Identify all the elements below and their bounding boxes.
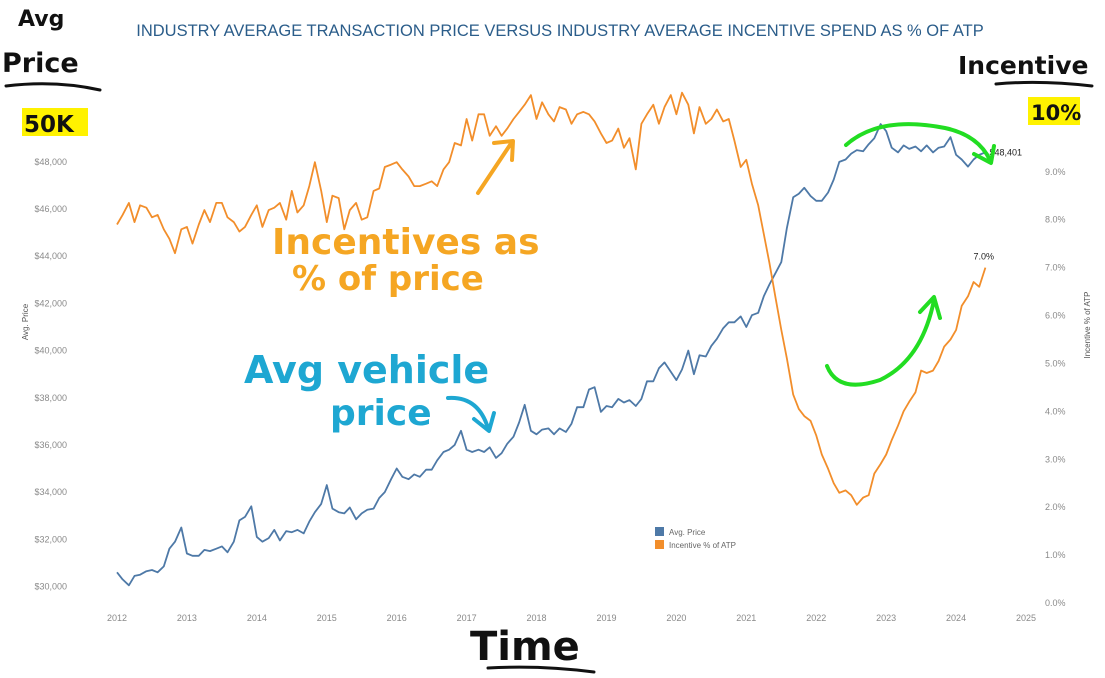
annotation-incentive: Incentive <box>958 51 1094 88</box>
annotation-vehicle-line2: price <box>330 393 432 434</box>
annotation-incentives-arrow <box>476 139 515 195</box>
x-tick-label: 2015 <box>317 613 337 623</box>
legend-swatch-price <box>655 527 664 536</box>
legend-swatch-incentive <box>655 540 664 549</box>
legend: Avg. Price Incentive % of ATP <box>655 527 736 550</box>
x-tick-label: 2017 <box>457 613 477 623</box>
left-tick-label: $42,000 <box>34 298 67 308</box>
annotation-green-arrows <box>825 122 996 387</box>
right-tick-label: 2.0% <box>1045 502 1066 512</box>
annotation-incentives-line1: Incentives as <box>272 222 540 263</box>
left-axis-ticks: $30,000 $32,000 $34,000 $36,000 $38,000 $40,0… <box>34 157 67 592</box>
annotation-right-value-text: 10% <box>1031 101 1081 125</box>
avg-price-line <box>116 123 986 587</box>
legend-label-incentive: Incentive % of ATP <box>669 541 736 550</box>
left-tick-label: $44,000 <box>34 251 67 261</box>
x-tick-label: 2014 <box>247 613 267 623</box>
annotation-right-value: 10% <box>1028 97 1081 125</box>
left-tick-label: $38,000 <box>34 393 67 403</box>
annotation-left-value: 50K <box>22 108 88 138</box>
x-tick-label: 2023 <box>876 613 896 623</box>
legend-label-price: Avg. Price <box>669 528 706 537</box>
right-tick-label: 7.0% <box>1045 263 1066 273</box>
series-layer <box>116 91 987 587</box>
x-tick-label: 2022 <box>806 613 826 623</box>
chart-title: INDUSTRY AVERAGE TRANSACTION PRICE VERSU… <box>136 22 984 40</box>
annotation-avg-text: Avg <box>18 7 64 32</box>
annotation-vehicle-arrow <box>446 395 496 433</box>
left-axis-label: Avg. Price <box>21 303 30 340</box>
end-labels: $48,401 7.0% <box>973 147 1022 261</box>
annotation-price-underline <box>4 82 102 92</box>
right-tick-label: 6.0% <box>1045 311 1066 321</box>
left-tick-label: $36,000 <box>34 440 67 450</box>
incentive-end-label: 7.0% <box>973 252 994 262</box>
incentive-line <box>116 91 987 506</box>
right-tick-label: 5.0% <box>1045 358 1066 368</box>
annotation-time: Time <box>470 624 596 674</box>
x-tick-label: 2016 <box>387 613 407 623</box>
x-tick-label: 2021 <box>736 613 756 623</box>
left-tick-label: $32,000 <box>34 534 67 544</box>
annotation-left-value-text: 50K <box>24 112 75 138</box>
left-tick-label: $46,000 <box>34 204 67 214</box>
right-tick-label: 3.0% <box>1045 454 1066 464</box>
price-end-label: $48,401 <box>989 147 1022 157</box>
left-tick-label: $30,000 <box>34 581 67 591</box>
highlight-right-value <box>1028 97 1080 125</box>
x-tick-label: 2025 <box>1016 613 1036 623</box>
annotation-time-text: Time <box>470 624 580 670</box>
annotation-avg-price: Avg Price <box>2 7 102 92</box>
x-tick-label: 2018 <box>527 613 547 623</box>
x-tick-label: 2013 <box>177 613 197 623</box>
x-tick-label: 2024 <box>946 613 966 623</box>
right-tick-label: 9.0% <box>1045 167 1066 177</box>
left-tick-label: $34,000 <box>34 487 67 497</box>
green-curve-arrow <box>825 295 942 387</box>
right-tick-label: 0.0% <box>1045 598 1066 608</box>
right-axis-label: Incentive % of ATP <box>1083 292 1092 359</box>
annotation-time-underline <box>486 665 596 674</box>
annotation-incentive-text: Incentive <box>958 51 1088 80</box>
highlight-left-value <box>22 108 88 136</box>
x-tick-label: 2019 <box>596 613 616 623</box>
right-axis-ticks: 0.0% 1.0% 2.0% 3.0% 4.0% 5.0% 6.0% 7.0% 8.0% 9.0% <box>1045 167 1066 608</box>
annotation-vehicle-line1: Avg vehicle <box>244 348 489 392</box>
x-axis-ticks: 2012 2013 2014 2015 2016 2017 2018 2019 2020 2021… <box>107 613 1036 623</box>
annotation-incentives-line2: % of price <box>292 259 484 299</box>
annotation-vehicle: Avg vehicle price <box>244 348 496 434</box>
annotation-incentive-underline <box>994 80 1094 88</box>
x-tick-label: 2020 <box>666 613 686 623</box>
left-tick-label: $48,000 <box>34 157 67 167</box>
x-tick-label: 2012 <box>107 613 127 623</box>
annotation-incentives: Incentives as % of price <box>272 139 540 299</box>
right-tick-label: 4.0% <box>1045 406 1066 416</box>
left-tick-label: $40,000 <box>34 346 67 356</box>
right-tick-label: 1.0% <box>1045 550 1066 560</box>
annotation-price-text: Price <box>2 48 79 79</box>
green-arc-arrow <box>844 122 996 165</box>
right-tick-label: 8.0% <box>1045 215 1066 225</box>
